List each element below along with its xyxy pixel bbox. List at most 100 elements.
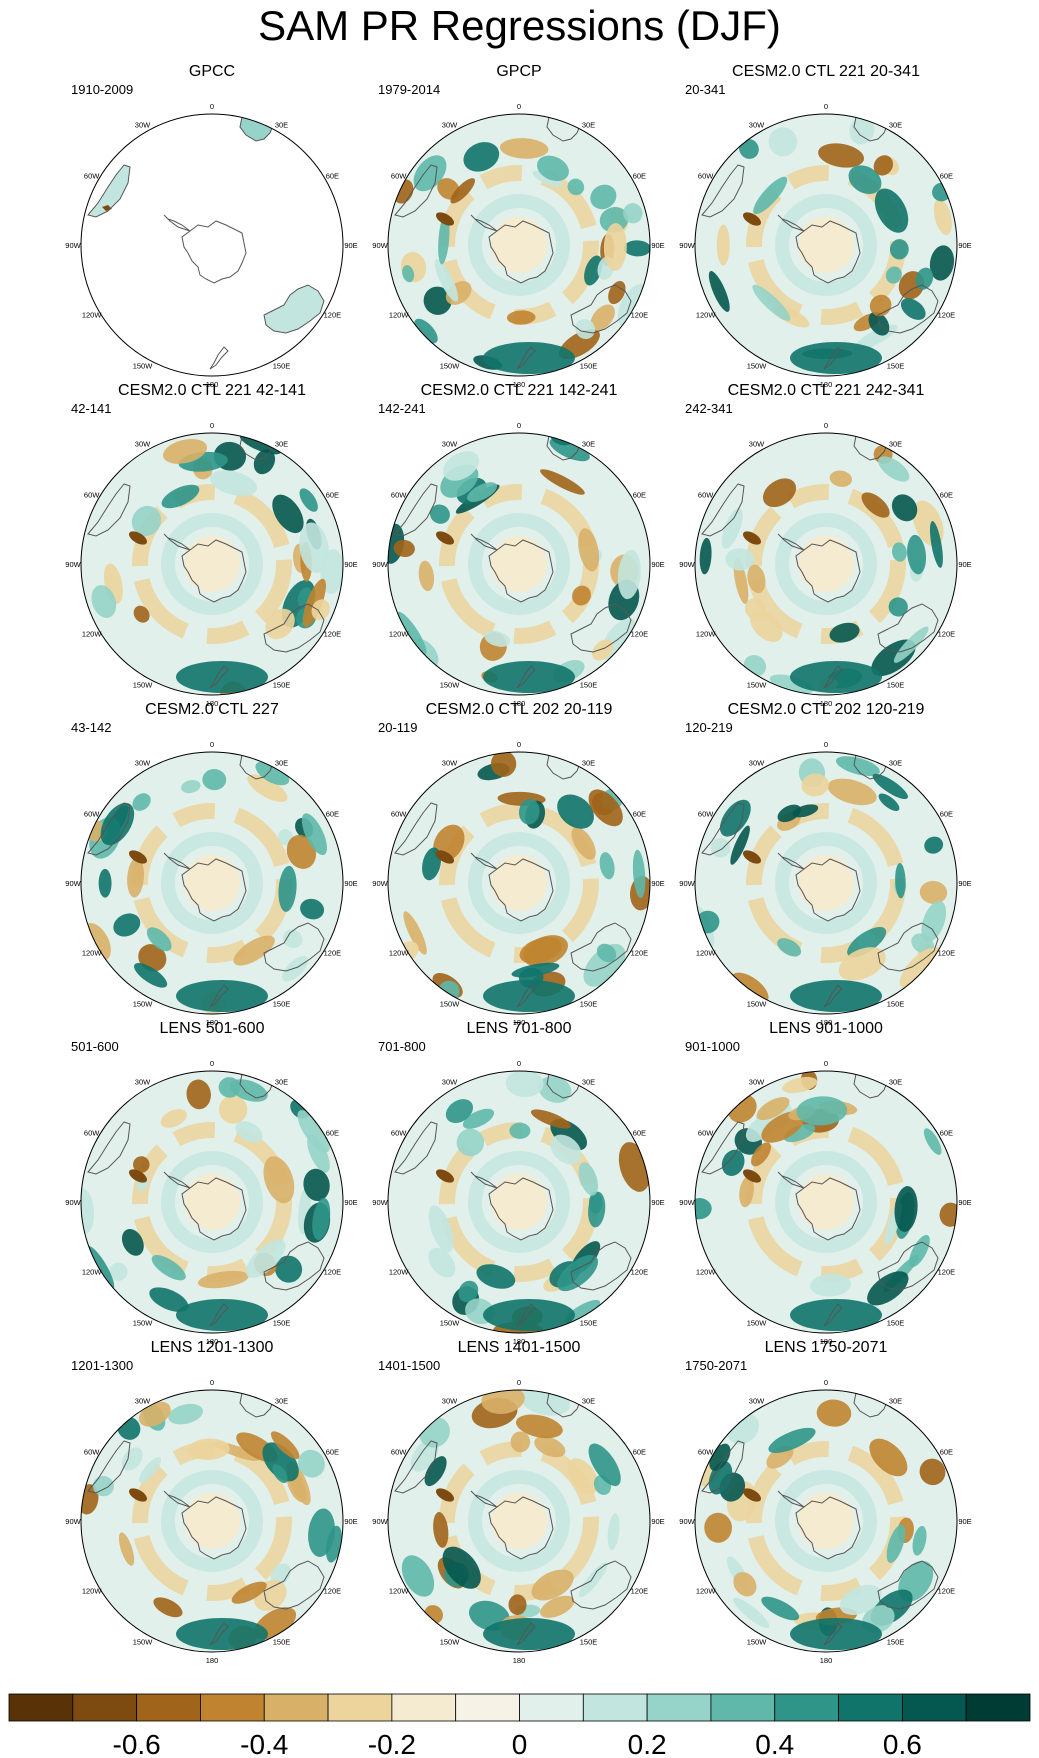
longitude-label: 150E <box>273 361 291 370</box>
panel-period: 43-142 <box>71 720 111 735</box>
colorbar-swatch <box>136 1693 201 1722</box>
coastline <box>488 1177 554 1241</box>
coastline <box>795 220 861 284</box>
coastline <box>570 922 632 972</box>
longitude-label: 180 <box>820 699 833 708</box>
longitude-label: 60E <box>326 1448 339 1457</box>
longitude-label: 60W <box>698 810 714 819</box>
panel-title: LENS 701-800 <box>467 1020 572 1037</box>
longitude-label: 0 <box>824 740 828 749</box>
longitude-label: 180 <box>206 1656 219 1665</box>
coastline <box>701 1121 745 1175</box>
longitude-label: 120W <box>696 311 717 320</box>
coastline <box>181 1177 247 1241</box>
precip-field <box>695 1071 957 1333</box>
longitude-label: 120E <box>324 311 342 320</box>
panel-period: 501-600 <box>71 1039 119 1054</box>
coastline <box>163 1171 191 1189</box>
coastline <box>777 533 805 551</box>
longitude-label: 90W <box>372 1198 388 1207</box>
coastline <box>795 1496 861 1560</box>
coastline <box>470 1490 498 1508</box>
longitude-label: 150E <box>887 680 905 689</box>
coastline <box>795 858 861 922</box>
colorbar-tick-label: 0.2 <box>628 1729 667 1758</box>
longitude-label: 180 <box>513 380 526 389</box>
longitude-label: 90W <box>65 1198 81 1207</box>
longitude-label: 0 <box>210 1059 214 1068</box>
coastline <box>209 665 229 689</box>
longitude-label: 180 <box>513 699 526 708</box>
longitude-label: 120W <box>696 1268 717 1277</box>
map-frame <box>694 1389 958 1653</box>
coastline <box>701 802 745 856</box>
longitude-label: 150W <box>440 999 461 1008</box>
longitude-label: 120E <box>631 1587 649 1596</box>
map-frame <box>694 751 958 1015</box>
coastline <box>877 603 939 653</box>
map-panel: GPCC 1910-2009 0 30E 60E 90E 120E 150E 180 150W 12… <box>65 63 357 389</box>
longitude-label: 150W <box>133 361 154 370</box>
longitude-label: 30W <box>749 440 765 449</box>
longitude-label: 120W <box>82 1268 103 1277</box>
longitude-label: 90E <box>651 560 664 569</box>
colorbar-swatch <box>327 1693 393 1722</box>
longitude-label: 30E <box>275 759 288 768</box>
panel-period: 1201-1300 <box>71 1358 133 1373</box>
map-panel: LENS 1201-1300 1201-1300 0 30E 60E 90E 120E 150… <box>65 1339 357 1665</box>
longitude-label: 120E <box>324 1268 342 1277</box>
longitude-label: 60W <box>698 1129 714 1138</box>
longitude-label: 90W <box>372 1517 388 1526</box>
longitude-label: 60W <box>84 810 100 819</box>
longitude-label: 30E <box>582 121 595 130</box>
longitude-label: 90E <box>344 560 357 569</box>
map-panel: CESM2.0 CTL 202 20-119 20-119 0 30E 60E 90E 12… <box>372 701 664 1027</box>
longitude-label: 120W <box>82 311 103 320</box>
longitude-label: 150E <box>580 1637 598 1646</box>
longitude-label: 30E <box>582 1397 595 1406</box>
longitude-label: 90W <box>372 241 388 250</box>
longitude-label: 30W <box>442 1078 458 1087</box>
longitude-label: 30E <box>582 1078 595 1087</box>
coastline <box>701 164 745 218</box>
longitude-label: 90E <box>651 879 664 888</box>
longitude-label: 120E <box>631 1268 649 1277</box>
longitude-label: 30E <box>275 440 288 449</box>
coastline <box>795 539 861 603</box>
longitude-label: 90E <box>651 1517 664 1526</box>
coastline <box>570 1560 632 1610</box>
longitude-label: 30W <box>442 121 458 130</box>
longitude-label: 180 <box>513 1337 526 1346</box>
longitude-label: 30E <box>275 121 288 130</box>
panel-period: 120-219 <box>685 720 733 735</box>
longitude-label: 120W <box>82 630 103 639</box>
panel-period: 42-141 <box>71 401 111 416</box>
longitude-label: 0 <box>517 421 521 430</box>
coastline <box>777 214 805 232</box>
colorbar-swatch <box>774 1693 839 1722</box>
panel-title: CESM2.0 CTL 221 242-341 <box>728 382 925 399</box>
colorbar-swatch <box>519 1693 584 1722</box>
longitude-label: 0 <box>210 102 214 111</box>
coastline <box>470 533 498 551</box>
map-frame <box>387 1389 651 1653</box>
longitude-label: 120E <box>938 949 956 958</box>
precip-field <box>388 433 650 695</box>
map-panel: GPCP 1979-2014 0 30E 60E 90E 120E 150E 180 150W 12… <box>372 63 664 389</box>
colorbar-swatch <box>455 1693 520 1722</box>
longitude-label: 0 <box>210 740 214 749</box>
colorbar-swatch <box>263 1693 329 1722</box>
coastline <box>470 1171 498 1189</box>
longitude-label: 60W <box>698 491 714 500</box>
longitude-label: 30E <box>889 121 902 130</box>
longitude-label: 90W <box>679 560 695 569</box>
coastline <box>701 483 745 537</box>
coastline <box>516 665 536 689</box>
panel-title: LENS 501-600 <box>160 1020 265 1037</box>
map-panel: LENS 1750-2071 1750-2071 0 30E 60E 90E 120E 150… <box>679 1339 971 1665</box>
longitude-label: 150E <box>273 1637 291 1646</box>
longitude-label: 60W <box>84 491 100 500</box>
longitude-label: 30W <box>135 440 151 449</box>
panel-period: 701-800 <box>378 1039 426 1054</box>
